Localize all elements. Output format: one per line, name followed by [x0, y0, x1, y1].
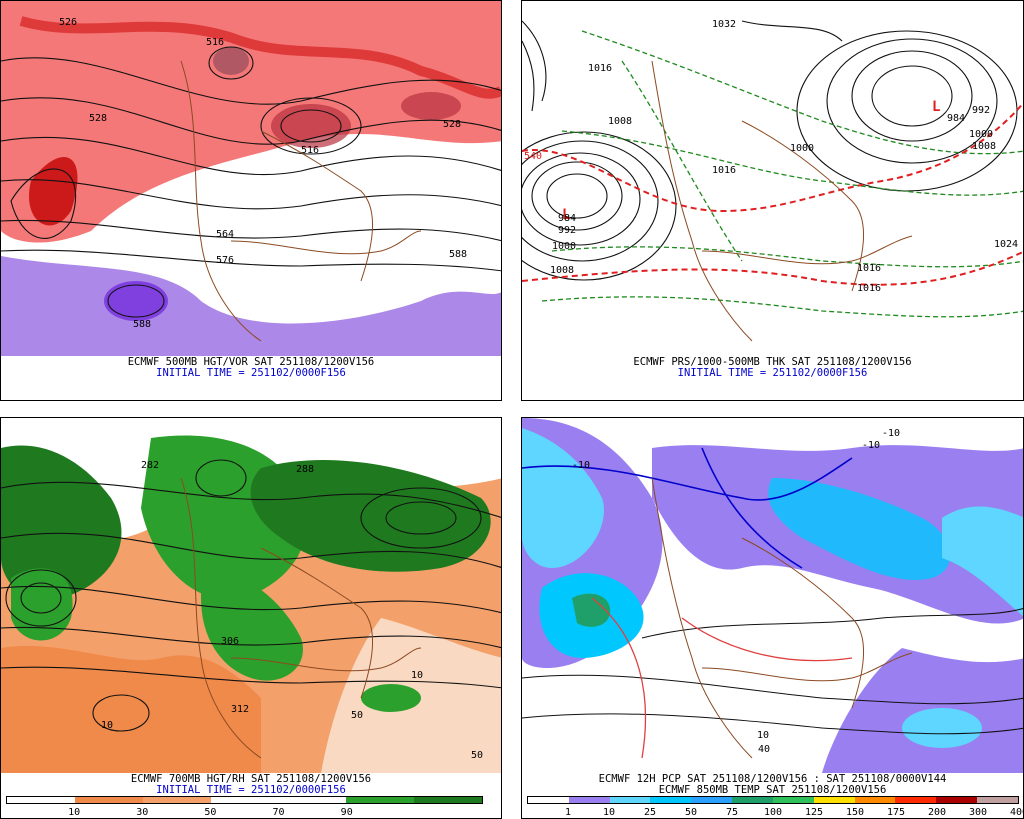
colorbar-swatch [609, 797, 651, 803]
colorbar-tick-label: 30 [136, 807, 149, 818]
colorbar-swatch [346, 797, 415, 803]
panel-subtitle: ECMWF 850MB TEMP SAT 251108/1200V156 [658, 784, 887, 796]
temp-label: 10 [757, 730, 769, 741]
isobar-label: 1016 [857, 283, 881, 294]
temp-label: -10 [572, 460, 590, 471]
colorbar-swatch [895, 797, 937, 803]
isobar-label: 1016 [712, 165, 736, 176]
precip-colorbar [527, 796, 1019, 804]
isobar-label: 1000 [969, 129, 993, 140]
panel-precip-850temp: -10 10 -10 40 -10 ECMWF 12H PCP SAT 2511… [521, 417, 1024, 819]
panel-mslp-thickness: L L 1032 1016 1008 1000 1016 984 992 100… [521, 0, 1024, 401]
colorbar-swatch [142, 797, 211, 803]
rh-label: 50 [471, 750, 483, 761]
colorbar-tick-label: 10 [602, 807, 616, 818]
contour-label: 576 [216, 255, 234, 266]
colorbar-swatch [650, 797, 692, 803]
isobar-label: 1016 [857, 263, 881, 274]
rh-label: 50 [351, 710, 363, 721]
contour-label: 528 [443, 119, 461, 130]
panel-title: ECMWF PRS/1000-500MB THK SAT 251108/1200… [633, 356, 912, 368]
colorbar-swatch [210, 797, 279, 803]
isobar-label: 1008 [550, 265, 574, 276]
rh-label: 10 [411, 670, 423, 681]
colorbar-swatch [772, 797, 814, 803]
colorbar-swatch [813, 797, 855, 803]
temp-label: -10 [862, 440, 880, 451]
low-marker: L [562, 207, 570, 223]
isobar-label: 1008 [972, 141, 996, 152]
isobar-label: 992 [972, 105, 990, 116]
colorbar-tick-label: 300 [968, 807, 988, 818]
colorbar-swatch [278, 797, 347, 803]
colorbar-tick-label: 400 [1009, 807, 1023, 818]
contour-label: 312 [231, 704, 249, 715]
temp-label: -10 [882, 428, 900, 439]
map-precip-850temp: -10 10 -10 40 -10 [522, 418, 1023, 773]
panel-init-time: INITIAL TIME = 251102/0000F156 [156, 367, 346, 379]
panel-title: ECMWF 500MB HGT/VOR SAT 251108/1200V156 [127, 356, 375, 368]
contour-label: 526 [59, 17, 77, 28]
panel-500mb-vorticity: 526 528 516 564 576 588 588 528 516 ECMW… [0, 0, 502, 401]
isobar-label: 1032 [712, 19, 736, 30]
colorbar-tick-label: 75 [725, 807, 739, 818]
isobar-label: 984 [558, 213, 576, 224]
contour-label: 282 [141, 460, 159, 471]
colorbar-swatch [691, 797, 733, 803]
thickness-label: 540 [524, 151, 542, 162]
contour-label: 288 [296, 464, 314, 475]
colorbar-tick-label: 125 [804, 807, 824, 818]
colorbar-swatch [74, 797, 143, 803]
colorbar-tick-label: 50 [204, 807, 217, 818]
colorbar-swatch [414, 797, 483, 803]
colorbar-tick-label: 90 [340, 807, 353, 818]
rh-label: 10 [101, 720, 113, 731]
colorbar-tick-label: 100 [763, 807, 783, 818]
map-500mb-vorticity: 526 528 516 564 576 588 588 528 516 [1, 1, 501, 356]
colorbar-tick-label: 70 [272, 807, 285, 818]
contour-label: 588 [133, 319, 151, 330]
isobar-label: 1000 [552, 241, 576, 252]
isobar-label: 992 [558, 225, 576, 236]
isobar-label: 1000 [790, 143, 814, 154]
contour-label: 564 [216, 229, 234, 240]
rh-colorbar [6, 796, 483, 804]
colorbar-swatch [977, 797, 1018, 803]
colorbar-swatch [7, 797, 75, 803]
colorbar-swatch [528, 797, 569, 803]
panel-init-time: INITIAL TIME = 251102/0000F156 [156, 784, 346, 796]
contour-label: 588 [449, 249, 467, 260]
contour-label: 516 [206, 37, 224, 48]
isobar-label: 1016 [588, 63, 612, 74]
isobar-label: 1008 [608, 116, 632, 127]
colorbar-swatch [936, 797, 978, 803]
colorbar-tick-label: 50 [684, 807, 698, 818]
map-mslp-thickness: L L 1032 1016 1008 1000 1016 984 992 100… [522, 1, 1023, 356]
contour-label: 516 [301, 145, 319, 156]
panel-title: ECMWF 700MB HGT/RH SAT 251108/1200V156 [130, 773, 372, 785]
colorbar-tick-label: 1 [564, 807, 572, 818]
panel-title: ECMWF 12H PCP SAT 251108/1200V156 : SAT … [598, 773, 947, 785]
colorbar-swatch [732, 797, 773, 803]
map-700mb-rh: 282 288 306 312 10 50 50 10 [1, 418, 501, 773]
colorbar-tick-label: 150 [845, 807, 865, 818]
colorbar-tick-label: 200 [927, 807, 947, 818]
colorbar-tick-label: 175 [886, 807, 906, 818]
colorbar-swatch [568, 797, 610, 803]
isobar-label: 1024 [994, 239, 1018, 250]
panel-init-time: INITIAL TIME = 251102/0000F156 [677, 367, 868, 379]
contour-label: 528 [89, 113, 107, 124]
low-marker: L [932, 99, 940, 115]
isobar-label: 984 [947, 113, 965, 124]
contour-label: 306 [221, 636, 239, 647]
colorbar-tick-label: 25 [643, 807, 657, 818]
temp-label: 40 [758, 744, 770, 755]
panel-700mb-rh: 282 288 306 312 10 50 50 10 ECMWF 700MB … [0, 417, 502, 819]
colorbar-swatch [854, 797, 896, 803]
colorbar-tick-label: 10 [68, 807, 81, 818]
